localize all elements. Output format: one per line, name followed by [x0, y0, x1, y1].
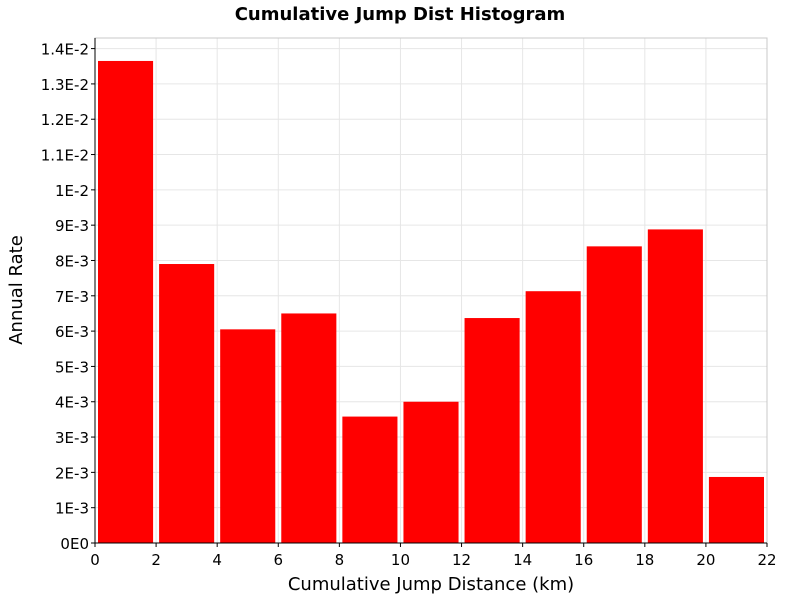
histogram-bar	[708, 476, 764, 543]
y-tick-label: 4E-3	[55, 394, 89, 412]
y-tick-label: 0E0	[60, 535, 89, 553]
histogram-bar	[403, 401, 459, 543]
x-tick-label: 4	[212, 551, 222, 569]
x-axis-label: Cumulative Jump Distance (km)	[288, 574, 574, 595]
y-tick-label: 3E-3	[55, 429, 89, 447]
x-axis: 0 2 4 6 8 10 12 14 16 18 20 22	[90, 542, 777, 569]
x-tick-label: 18	[635, 551, 654, 569]
histogram-bar	[98, 60, 154, 544]
x-tick-label: 16	[574, 551, 593, 569]
y-tick-label: 8E-3	[55, 252, 89, 270]
histogram-bar	[220, 329, 276, 543]
y-tick-label: 9E-3	[55, 217, 89, 235]
y-axis-label: Annual Rate	[6, 235, 27, 345]
y-tick-label: 2E-3	[55, 464, 89, 482]
histogram-bar	[586, 246, 642, 544]
x-tick-label: 0	[90, 551, 100, 569]
chart-title: Cumulative Jump Dist Histogram	[235, 4, 566, 25]
y-tick-label: 7E-3	[55, 288, 89, 306]
x-tick-label: 20	[696, 551, 715, 569]
y-tick-label: 6E-3	[55, 323, 89, 341]
histogram-bar	[159, 264, 215, 543]
x-tick-label: 22	[757, 551, 776, 569]
histogram-bar	[281, 313, 337, 543]
x-tick-label: 8	[335, 551, 345, 569]
histogram-bar	[342, 416, 398, 543]
histogram-bar	[464, 318, 520, 543]
x-tick-label: 10	[391, 551, 410, 569]
bar-layer	[98, 60, 764, 544]
histogram-bar	[525, 291, 581, 543]
y-tick-label: 1.2E-2	[41, 111, 89, 129]
y-tick-label: 1.1E-2	[41, 147, 89, 165]
x-tick-label: 14	[513, 551, 532, 569]
histogram-bar	[647, 229, 703, 544]
y-tick-label: 1.4E-2	[41, 41, 89, 59]
x-tick-label: 6	[273, 551, 283, 569]
y-axis: 0E0 1E-3 2E-3 3E-3 4E-3 5E-3 6E-3 7E-3 8E-3 9E-3 1…	[41, 38, 96, 553]
x-tick-label: 12	[452, 551, 471, 569]
x-tick-label: 2	[151, 551, 161, 569]
y-tick-label: 1.3E-2	[41, 76, 89, 94]
y-tick-label: 1E-2	[55, 182, 89, 200]
y-tick-label: 1E-3	[55, 500, 89, 518]
y-tick-label: 5E-3	[55, 358, 89, 376]
